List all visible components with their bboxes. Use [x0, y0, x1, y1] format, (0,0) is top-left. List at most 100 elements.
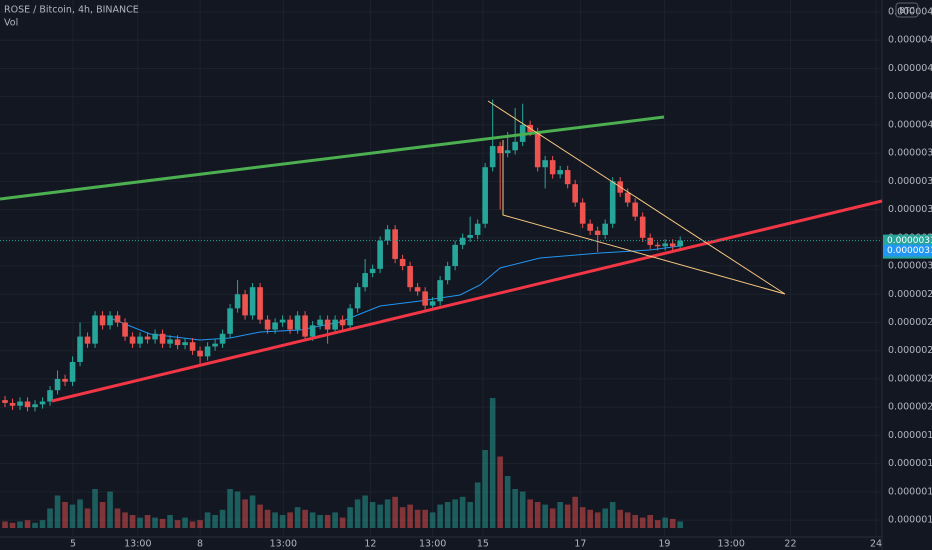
- volume-bar: [114, 508, 121, 528]
- candle-body: [294, 315, 301, 330]
- candle-body: [407, 266, 413, 288]
- candle-body: [302, 315, 308, 337]
- volume-bar: [77, 499, 83, 528]
- volume-bar: [107, 491, 113, 528]
- trendline-resistance: [0, 115, 665, 201]
- candle-body: [54, 378, 61, 391]
- volume-bar: [189, 521, 196, 528]
- volume-bar: [557, 502, 563, 528]
- volume-bar: [632, 515, 638, 528]
- volume-bar: [609, 502, 616, 528]
- candle-body: [62, 378, 68, 382]
- candle-body: [24, 401, 31, 408]
- volume-bar: [384, 499, 391, 528]
- candle-body: [272, 322, 278, 330]
- candle-body: [512, 141, 518, 151]
- candle-body: [137, 336, 143, 344]
- y-tick-label: 0.00000160: [888, 458, 932, 469]
- y-tick-label: 0.00000460: [888, 35, 932, 46]
- candle-body: [564, 170, 571, 185]
- volume-bar: [317, 515, 323, 528]
- candle-body: [497, 146, 503, 154]
- candle-body: [189, 342, 196, 351]
- volume-label: Vol: [4, 18, 18, 29]
- price-tag-label: 0.00000311: [887, 246, 932, 256]
- y-tick-label: 0.00000340: [888, 204, 932, 215]
- volume-bar: [347, 507, 353, 528]
- volume-bar: [467, 502, 473, 528]
- candle-body: [152, 333, 158, 340]
- candle-body: [624, 192, 631, 203]
- x-tick-label: 22: [784, 539, 796, 550]
- candle-body: [227, 308, 233, 334]
- volume-bar: [332, 512, 338, 528]
- candle-body: [77, 336, 83, 362]
- volume-bar: [369, 502, 376, 528]
- volume-bar: [152, 517, 158, 528]
- volume-bar: [362, 495, 368, 528]
- volume-bar: [302, 509, 308, 528]
- candle-body: [17, 401, 23, 406]
- volume-bar: [17, 521, 23, 528]
- volume-bar: [504, 476, 511, 528]
- candle-body: [429, 301, 436, 306]
- y-tick-label: 0.00000140: [888, 486, 932, 497]
- volume-bar: [137, 517, 143, 528]
- volume-bar: [129, 515, 136, 528]
- volume-bar: [92, 489, 98, 528]
- candle-body: [159, 333, 166, 344]
- candle-body: [32, 404, 38, 408]
- volume-bar: [9, 522, 16, 528]
- volume-bar: [572, 496, 578, 528]
- candle-body: [639, 216, 646, 238]
- y-tick-label: 0.00000400: [888, 119, 932, 130]
- candle-body: [452, 244, 458, 267]
- y-tick-label: 0.00000220: [888, 373, 932, 384]
- y-tick-label: 0.00000280: [888, 289, 932, 300]
- volume-bar: [564, 504, 571, 528]
- y-tick-label: 0.00000360: [888, 176, 932, 187]
- chart-title: ROSE / Bitcoin, 4h, BINANCE: [4, 5, 139, 16]
- candle-body: [264, 319, 271, 330]
- candle-body: [399, 258, 406, 267]
- candle-body: [144, 336, 151, 340]
- y-tick-label: 0.00000480: [888, 6, 932, 17]
- candle-body: [504, 150, 511, 154]
- y-tick-label: 0.00000240: [888, 345, 932, 356]
- volume-bar: [662, 517, 668, 528]
- volume-bar: [647, 515, 653, 528]
- candle-body: [392, 229, 398, 259]
- volume-bar: [294, 507, 301, 528]
- candle-body: [234, 294, 241, 309]
- candle-body: [669, 243, 676, 247]
- volume-bar: [542, 504, 548, 528]
- y-tick-label: 0.00000120: [888, 515, 932, 526]
- volume-bar: [122, 512, 128, 528]
- currency-badge[interactable]: [895, 2, 919, 18]
- volume-bar: [39, 520, 46, 528]
- volume-bar: [579, 507, 586, 528]
- volume-bar: [339, 517, 346, 528]
- candle-body: [39, 401, 46, 405]
- candle-body: [279, 319, 286, 323]
- trendline-support: [51, 199, 883, 403]
- candle-body: [347, 308, 353, 326]
- x-tick-label: 13:00: [124, 539, 151, 550]
- volume-bar: [527, 499, 533, 528]
- candle-body: [362, 273, 368, 288]
- candle-body: [9, 402, 16, 406]
- candle-body: [549, 160, 556, 175]
- candle-body: [579, 202, 586, 224]
- volume-bar: [482, 450, 488, 528]
- x-tick-label: 8: [197, 539, 203, 550]
- volume-bar: [257, 504, 263, 528]
- y-tick-label: 0.00000440: [888, 63, 932, 74]
- volume-bar: [32, 522, 38, 528]
- volume-bar: [62, 502, 68, 528]
- volume-bar: [654, 520, 661, 528]
- candle-body: [594, 230, 601, 235]
- y-tick-label: 0.00000260: [888, 317, 932, 328]
- candle-body: [467, 234, 473, 238]
- candle-body: [339, 319, 346, 326]
